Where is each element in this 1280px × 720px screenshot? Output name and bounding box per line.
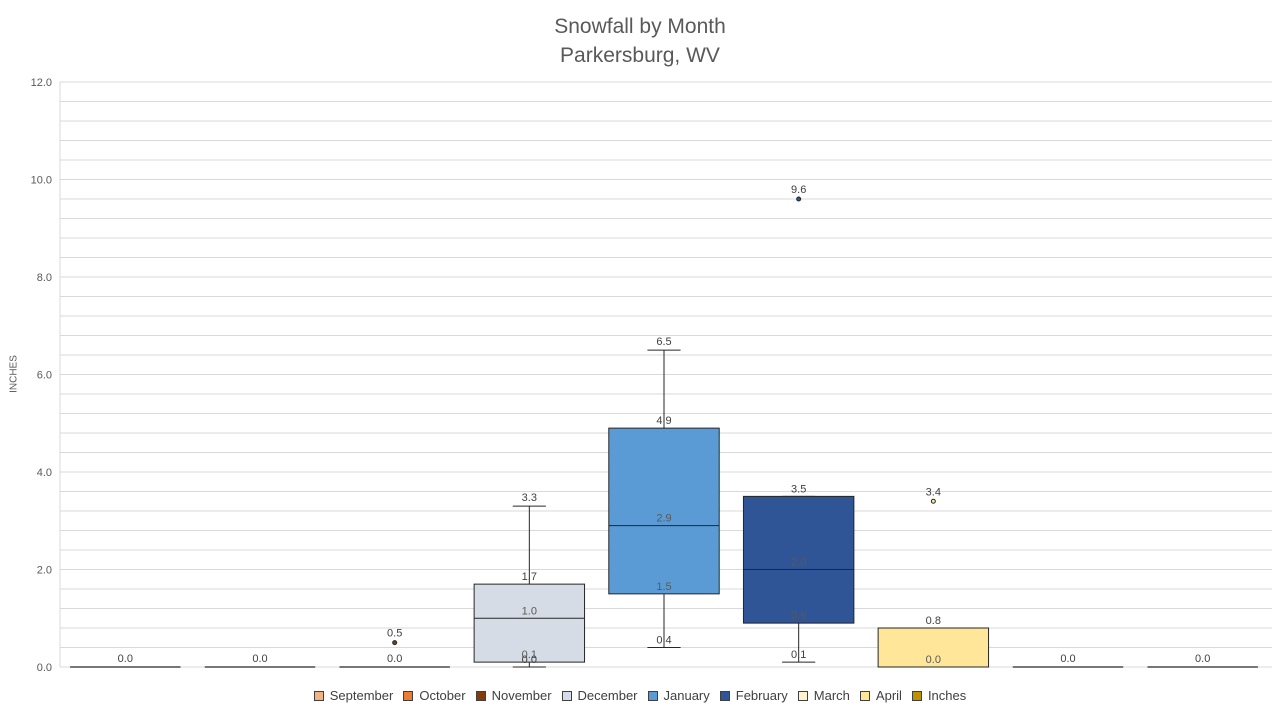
- legend-item: December: [561, 688, 638, 703]
- data-label-q1: 0.1: [522, 649, 537, 661]
- legend-swatch: [403, 690, 414, 701]
- y-tick-label: 4.0: [37, 467, 52, 479]
- y-tick-label: 6.0: [37, 370, 52, 382]
- legend-label: January: [663, 688, 710, 703]
- legend-swatch: [719, 690, 730, 701]
- legend-item: October: [403, 688, 466, 703]
- legend-label: April: [875, 688, 902, 703]
- legend-item: March: [797, 688, 850, 703]
- legend-item: November: [475, 688, 552, 703]
- legend-label: December: [577, 688, 638, 703]
- box: [608, 427, 720, 595]
- legend-item: Inches: [911, 688, 967, 703]
- y-tick-label: 0.0: [37, 662, 52, 674]
- data-label-min: 0.1: [791, 649, 806, 661]
- outlier-point: [930, 498, 936, 504]
- data-label-max: 3.3: [522, 492, 537, 504]
- legend-swatch: [911, 690, 922, 701]
- legend-swatch: [313, 690, 324, 701]
- data-label-q1: 1.5: [656, 581, 671, 593]
- data-label-q3: 0.8: [926, 615, 941, 627]
- data-label-point: 0.0: [1060, 653, 1075, 665]
- data-label-min: 0.4: [656, 635, 671, 647]
- legend-item: September: [313, 688, 394, 703]
- data-label-median: 2.0: [791, 557, 806, 569]
- data-label-point: 0.0: [118, 653, 133, 665]
- legend-label: November: [491, 688, 552, 703]
- data-labels: 0.0 0.0 0.00.53.31.71.00.10.06.54.92.91.50…: [118, 184, 1211, 666]
- data-label-point: 0.0: [252, 653, 267, 665]
- data-label-median: 1.0: [522, 605, 537, 617]
- y-tick-label: 8.0: [37, 272, 52, 284]
- data-label-q1: 0.0: [926, 654, 941, 666]
- y-tick-label: 2.0: [37, 565, 52, 577]
- box: [473, 583, 586, 663]
- y-tick-label: 10.0: [31, 175, 52, 187]
- data-label-outlier: 3.4: [926, 486, 941, 498]
- legend-swatch: [797, 690, 808, 701]
- legend-item: February: [719, 688, 788, 703]
- box: [742, 495, 855, 624]
- data-label-q1: 0.9: [791, 610, 806, 622]
- legend-label: February: [735, 688, 788, 703]
- legend-label: March: [813, 688, 850, 703]
- legend-swatch: [475, 690, 486, 701]
- legend-label: October: [419, 688, 466, 703]
- y-tick-label: 12.0: [31, 77, 52, 89]
- legend-swatch: [561, 690, 572, 701]
- data-label-point: 0.0: [387, 653, 402, 665]
- legend-item: April: [859, 688, 902, 703]
- legend: September October November December January F…: [0, 688, 1280, 703]
- data-label-point: 0.0: [1195, 653, 1210, 665]
- data-label-q3: 1.7: [522, 571, 537, 583]
- legend-label: Inches: [927, 688, 967, 703]
- chart-title-main: Snowfall by Month: [554, 15, 726, 38]
- data-label-median: 2.9: [656, 513, 671, 525]
- data-label-outlier: 9.6: [791, 184, 806, 196]
- legend-swatch: [647, 690, 658, 701]
- data-label-q3: 3.5: [791, 483, 806, 495]
- chart-marks: [70, 196, 1258, 668]
- data-label-max: 6.5: [656, 336, 671, 348]
- box: [877, 627, 990, 668]
- data-label-min: 0.0: [522, 654, 537, 666]
- data-label-outlier: 0.5: [387, 628, 402, 640]
- data-label-q3: 4.9: [656, 415, 671, 427]
- chart-subtitle: Parkersburg, WV: [560, 44, 720, 67]
- legend-label: September: [329, 688, 394, 703]
- y-axis: 0.0 2.0 4.0 6.0 8.0 10.0 12.0: [31, 77, 61, 674]
- legend-swatch: [859, 690, 870, 701]
- outlier-point: [392, 640, 398, 646]
- chart-title: Snowfall by Month Parkersburg, WV: [0, 12, 1280, 70]
- outlier-point: [796, 196, 802, 202]
- legend-item: January: [647, 688, 710, 703]
